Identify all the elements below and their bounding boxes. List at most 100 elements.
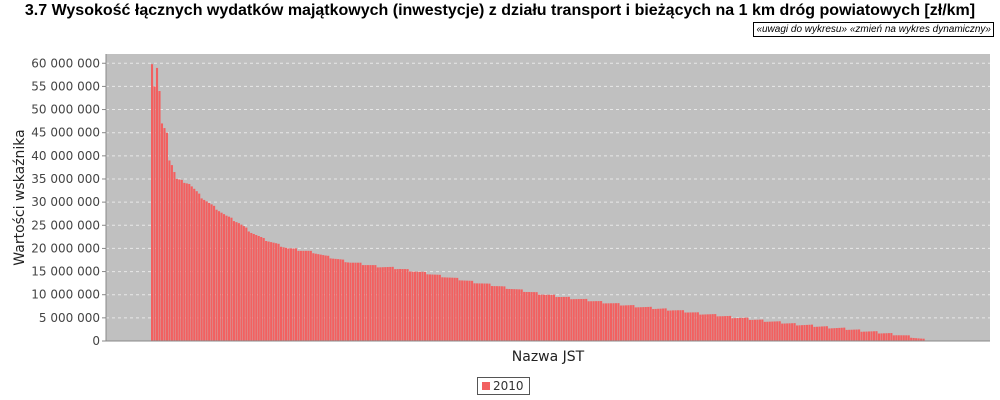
y-tick-label: 55 000 000 [31,79,100,93]
y-tick-label: 5 000 000 [39,311,100,325]
bar [709,314,712,341]
bar [284,247,288,341]
bar [778,321,781,341]
bar [230,217,233,341]
bar [719,316,722,341]
bar [476,283,479,341]
bar [433,274,436,341]
bar [195,191,198,341]
bar [153,86,156,342]
bar [538,294,541,341]
bar [560,296,563,341]
y-axis-label: Wartości wskaźnika [12,129,28,265]
bar [600,301,603,341]
bar [451,277,454,341]
bar [446,277,449,341]
bar [684,312,687,341]
bar [453,277,456,341]
bar [632,305,635,341]
bar [689,312,692,341]
bar [443,277,446,341]
bar [203,199,206,341]
bar [178,179,181,341]
bar [585,298,588,341]
dynamic-chart-link[interactable]: «zmień na wykres dynamiczny» [849,24,991,35]
bar [746,317,749,341]
bar [756,319,759,341]
bar [225,215,228,341]
y-tick-label: 50 000 000 [31,103,100,117]
bar [456,277,459,341]
bar [369,265,372,341]
bar [252,233,255,341]
bar [312,253,315,341]
bar [691,312,694,341]
bar [731,318,734,341]
bar [805,324,809,341]
bar [208,202,211,341]
bar [917,338,920,341]
bar [667,310,670,341]
bar [582,298,585,341]
bar [887,333,890,341]
bar [634,307,637,341]
bar [614,303,618,341]
bar [270,242,273,341]
bar [533,292,536,341]
y-tick-label: 35 000 000 [31,172,100,186]
bar [200,198,203,341]
bar [371,265,374,341]
bar [694,312,697,341]
bar [183,182,186,341]
bar [468,280,471,341]
bar [461,280,464,341]
y-tick-label: 20 000 000 [31,241,100,255]
bar [292,248,295,341]
bar [245,227,248,341]
bar [796,325,799,341]
bar [587,301,590,341]
bar [339,259,342,341]
bar [540,294,543,341]
bar [649,306,652,341]
bar [515,289,518,341]
axes [105,54,990,342]
bar [828,328,831,341]
bar [890,333,893,341]
bar [386,267,389,341]
bar [267,241,270,341]
bar [619,305,622,341]
notes-link[interactable]: «uwagi do wykresu» [756,24,848,35]
y-tick-label: 10 000 000 [31,288,100,302]
bar [210,204,213,341]
bar [232,221,235,341]
bar [882,333,885,341]
bar [257,236,260,341]
bar [845,329,848,341]
bar [324,255,327,341]
y-tick-label: 45 000 000 [31,126,100,140]
bar [500,286,503,341]
bar [523,291,526,341]
bar [870,331,873,341]
bar [175,178,178,341]
legend-swatch [482,382,490,390]
bar [912,337,915,341]
bar [255,235,258,341]
bar [356,262,360,341]
bar [294,248,297,341]
bar [671,310,675,341]
bar [570,299,573,341]
bar [418,271,422,341]
bar [391,266,394,341]
bar [289,248,293,341]
bar [346,262,350,341]
bar [317,254,320,341]
bar [173,172,176,341]
bar [597,301,600,341]
bar [354,262,357,341]
bar [696,312,699,341]
bar [639,307,642,341]
bar [287,248,290,341]
bar [530,292,533,341]
